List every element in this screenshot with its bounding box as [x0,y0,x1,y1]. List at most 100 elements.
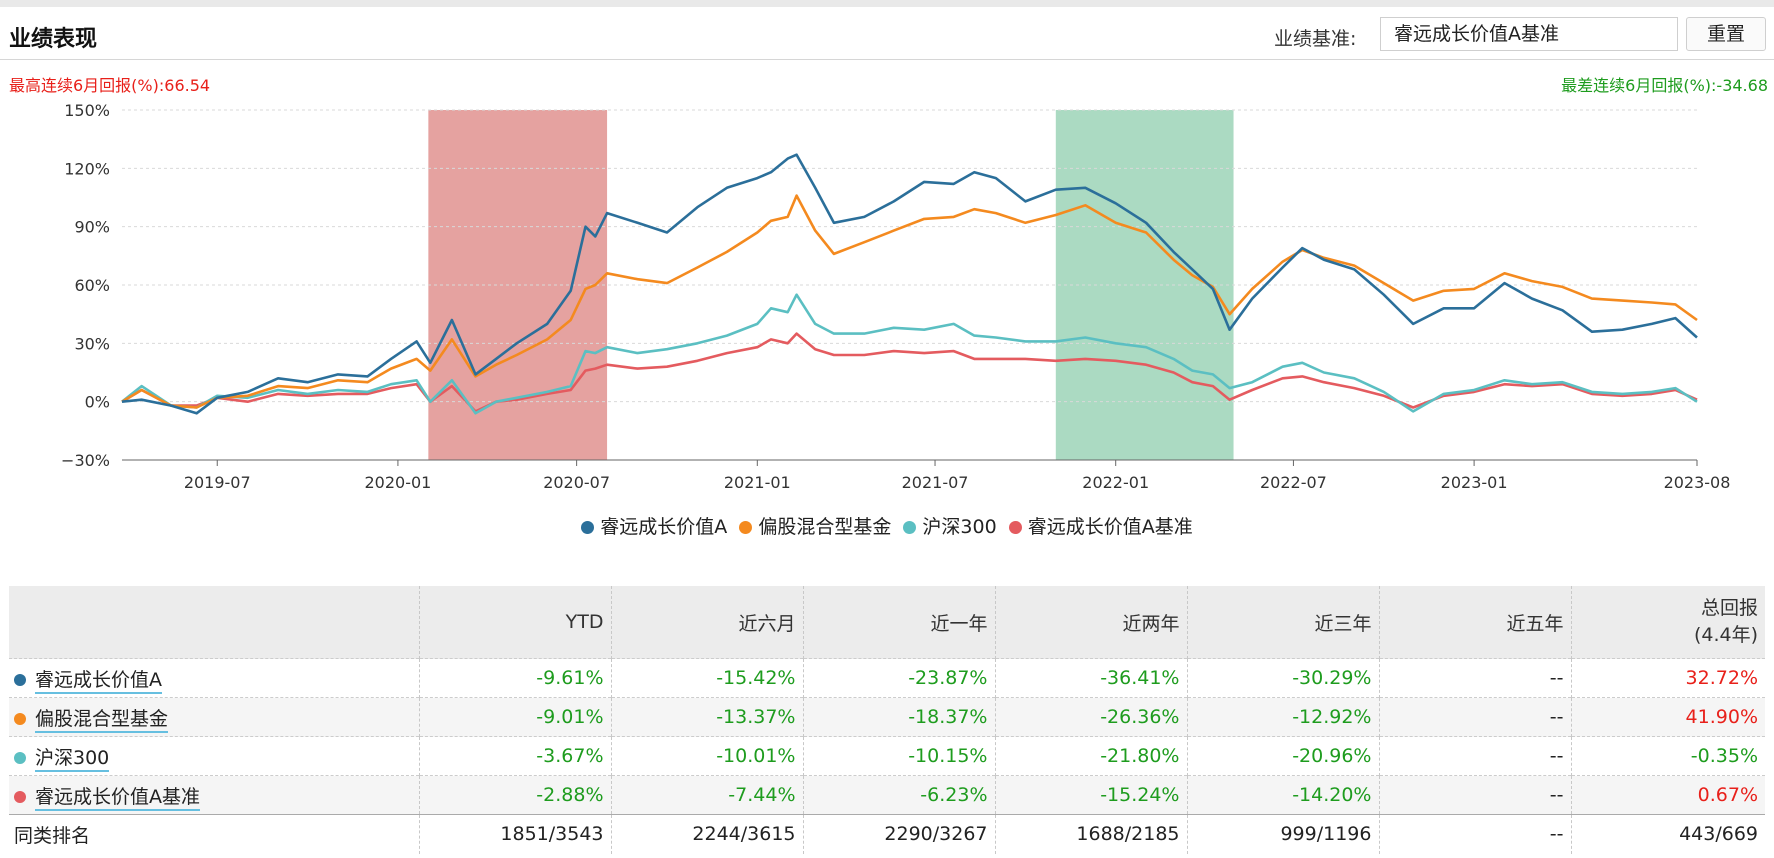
table-cell: -- [1378,697,1571,737]
legend-label: 睿远成长价值A基准 [1027,516,1193,538]
table-cell: -23.87% [802,658,995,698]
y-tick-label: 60% [74,276,110,295]
benchmark-dot-icon [14,790,26,803]
y-tick-label: 150% [64,101,110,120]
best-6m-return: 最高连续6月回报(%):66.54 [9,76,211,95]
header-cell-1y: 近一年 [802,586,995,659]
rank-label: 同类排名 [14,824,91,847]
table-cell: -26.36% [994,697,1187,737]
peer-name-link[interactable]: 偏股混合型基金 [35,707,169,733]
performance-table: YTD 近六月 近一年 近两年 近三年 近五年 总回报 (4.4年) 睿远成长价值… [9,586,1765,854]
row-name-cell: 睿远成长价值A基准 [9,776,419,815]
table-cell: -9.01% [418,697,611,737]
peer-dot-icon [739,521,753,534]
rank-cell: 1851/3543 [418,814,611,854]
row-name-cell: 偏股混合型基金 [9,698,419,737]
table-cell: -14.20% [1186,775,1379,815]
table-cell: -3.67% [418,736,611,776]
table-row: 偏股混合型基金 -9.01% -13.37% -18.37% -26.36% -… [9,697,1765,737]
rank-row: 同类排名 1851/3543 2244/3615 2290/3267 1688/… [9,814,1765,854]
header-cell-ytd: YTD [418,586,611,659]
table-cell: -7.44% [610,775,803,815]
header-cell-5y: 近五年 [1378,586,1571,659]
row-name-cell: 沪深300 [9,737,419,776]
y-tick-label: 30% [74,334,110,353]
table-cell: -15.24% [994,775,1187,815]
y-tick-label: 90% [74,218,110,237]
rank-cell: -- [1378,814,1571,854]
header-cell-empty [9,586,419,659]
table-cell: -12.92% [1186,697,1379,737]
legend-label: 睿远成长价值A [600,516,728,538]
table-cell: -20.96% [1186,736,1379,776]
table-cell: -- [1378,775,1571,815]
table-cell: -13.37% [610,697,803,737]
total-header-line2: (4.4年) [1693,624,1758,646]
header-cell-6m: 近六月 [610,586,803,659]
legend-label: 偏股混合型基金 [758,516,892,538]
reset-button[interactable]: 重置 [1686,17,1766,51]
table-cell: -10.01% [610,736,803,776]
table-cell: -15.42% [610,658,803,698]
legend-label: 沪深300 [922,516,997,538]
legend-item-hs300[interactable]: 沪深300 [903,512,997,539]
table-cell: -36.41% [994,658,1187,698]
series-line-peer [121,194,1698,409]
benchmark-dot-icon [1008,521,1022,534]
table-cell: -- [1378,658,1571,698]
y-tick-label: 120% [64,159,110,178]
rank-cell: 443/669 [1570,814,1765,854]
x-tick-label: 2022-07 [1260,473,1327,492]
fund-dot-icon [14,673,26,686]
y-tick-label: 0% [85,393,110,412]
legend-item-fund[interactable]: 睿远成长价值A [581,512,727,539]
rank-cell: 2290/3267 [802,814,995,854]
series-line-hs300 [121,293,1698,415]
worst-6m-return: 最差连续6月回报(%):-34.68 [1561,76,1768,95]
header-cell-2y: 近两年 [994,586,1187,659]
hs300-dot-icon [14,751,26,764]
legend-item-benchmark[interactable]: 睿远成长价值A基准 [1008,512,1193,539]
table-cell: -0.35% [1570,736,1765,776]
table-cell: -21.80% [994,736,1187,776]
header-cell-3y: 近三年 [1186,586,1379,659]
rank-cell: 2244/3615 [610,814,803,854]
x-tick-label: 2023-01 [1441,473,1508,492]
legend-item-peer[interactable]: 偏股混合型基金 [739,512,891,539]
table-cell: -10.15% [802,736,995,776]
series-line-fund [121,153,1698,415]
section-header: 业绩表现 业绩基准: 睿远成长价值A基准 重置 [0,7,1774,60]
table-cell: 0.67% [1570,775,1765,815]
y-tick-label: −30% [61,451,110,470]
table-row: 沪深300 -3.67% -10.01% -10.15% -21.80% -20… [9,736,1765,776]
top-strip [0,0,1774,7]
table-row: 睿远成长价值A基准 -2.88% -7.44% -6.23% -15.24% -… [9,775,1765,815]
table-cell: -2.88% [418,775,611,815]
table-cell: 41.90% [1570,697,1765,737]
x-tick-label: 2019-07 [184,473,251,492]
table-cell: -18.37% [802,697,995,737]
row-name-cell: 睿远成长价值A [9,659,419,698]
fund-name-link[interactable]: 睿远成长价值A [35,668,162,694]
rank-cell: 999/1196 [1186,814,1379,854]
chart-legend: 睿远成长价值A 偏股混合型基金 沪深300 睿远成长价值A基准 [0,512,1774,539]
x-tick-label: 2020-07 [543,473,610,492]
table-cell: -6.23% [802,775,995,815]
table-cell: -30.29% [1186,658,1379,698]
x-tick-label: 2021-07 [902,473,969,492]
table-cell: 32.72% [1570,658,1765,698]
hs300-name-link[interactable]: 沪深300 [35,746,110,772]
benchmark-label: 业绩基准: [1274,28,1357,50]
hs300-dot-icon [903,521,917,534]
benchmark-name-link[interactable]: 睿远成长价值A基准 [35,785,200,811]
table-row: 睿远成长价值A -9.61% -15.42% -23.87% -36.41% -… [9,658,1765,698]
x-tick-label: 2022-01 [1082,473,1149,492]
total-header-line1: 总回报 [1700,597,1758,619]
x-tick-label: 2020-01 [364,473,431,492]
table-cell: -- [1378,736,1571,776]
table-header-row: YTD 近六月 近一年 近两年 近三年 近五年 总回报 (4.4年) [9,586,1765,659]
series-line-benchmark [121,332,1698,413]
rank-cell: 1688/2185 [994,814,1187,854]
benchmark-select[interactable]: 睿远成长价值A基准 [1380,17,1678,51]
x-tick-label: 2021-01 [724,473,791,492]
